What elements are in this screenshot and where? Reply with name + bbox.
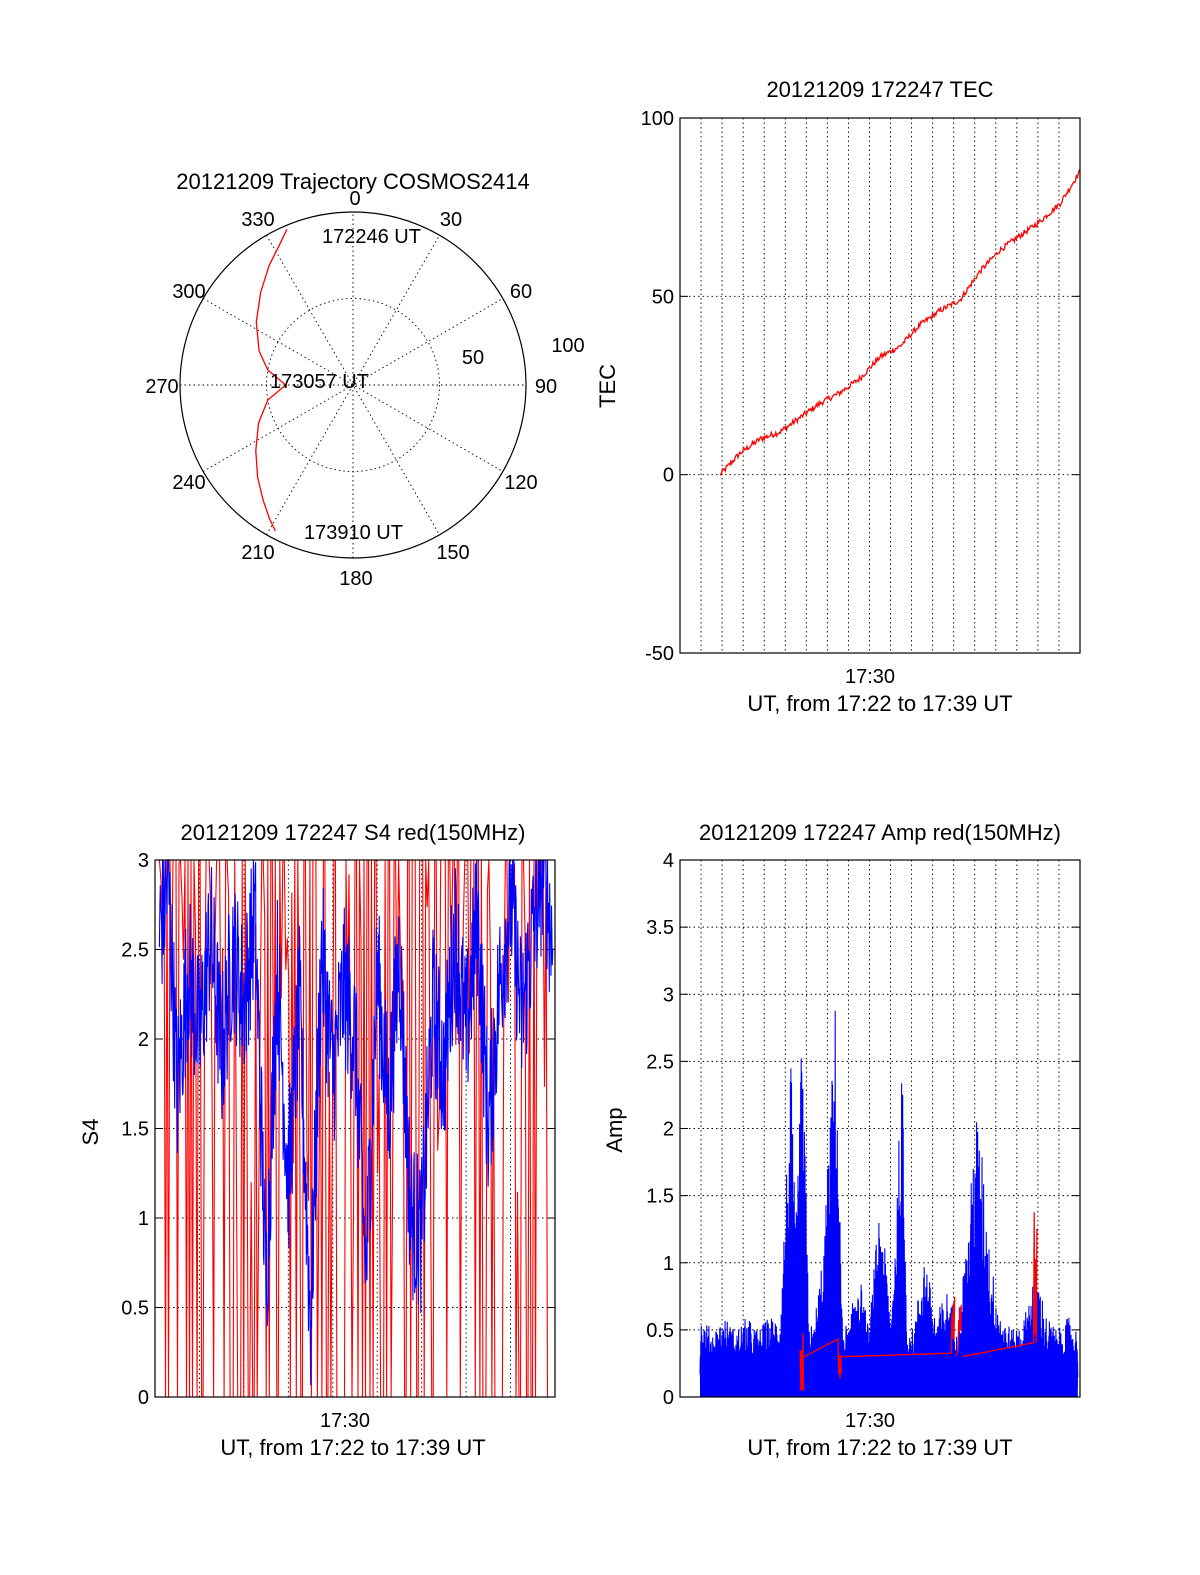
polar-angle-label-90: 90 xyxy=(535,376,557,398)
polar-angle-labels: 0 30 60 90 120 150 180 210 240 270 300 330 xyxy=(145,188,557,590)
y-tick-label: 3 xyxy=(663,984,674,1006)
polar-angle-label-240: 240 xyxy=(172,472,205,494)
amp-blue-series-line xyxy=(699,1010,1079,1397)
polar-grid xyxy=(179,211,527,559)
amp-axes-frame xyxy=(679,859,1081,1398)
polar-title: 20121209 Trajectory COSMOS2414 xyxy=(176,169,529,194)
amp-grid xyxy=(680,860,1080,1397)
polar-spoke xyxy=(202,298,504,472)
polar-angle-label-210: 210 xyxy=(241,542,274,564)
y-tick-label: 1 xyxy=(663,1253,674,1275)
y-tick-label: 0 xyxy=(663,465,674,487)
y-tick-label: 0.5 xyxy=(121,1298,149,1320)
y-tick-label: 3.5 xyxy=(646,917,674,939)
tec-series-line xyxy=(719,169,1081,477)
y-tick-label: -50 xyxy=(645,643,674,665)
y-tick-label: 1.5 xyxy=(646,1186,674,1208)
tec-axes-frame xyxy=(679,117,1081,654)
y-tick-label: 1 xyxy=(138,1208,149,1230)
polar-angle-label-330: 330 xyxy=(241,209,274,231)
polar-radial-label-50: 50 xyxy=(462,347,484,369)
y-tick-label: 2 xyxy=(663,1119,674,1141)
tec-xlabel: UT, from 17:22 to 17:39 UT xyxy=(747,691,1012,716)
polar-spoke xyxy=(202,298,504,472)
s4-blue-series-line xyxy=(158,858,554,1386)
s4-panel: 20121209 172247 S4 red(150MHz) 0 0.5 1 1.5 2… xyxy=(78,820,556,1460)
s4-y-ticks: 0 0.5 1 1.5 2 2.5 3 xyxy=(121,850,555,1409)
s4-ylabel: S4 xyxy=(78,1119,103,1146)
polar-angle-label-300: 300 xyxy=(172,281,205,303)
y-tick-label: 4 xyxy=(663,850,674,872)
polar-spoke xyxy=(266,234,440,536)
s4-axes-frame xyxy=(154,859,556,1398)
polar-angle-label-180: 180 xyxy=(339,568,372,590)
polar-angle-label-270: 270 xyxy=(145,376,178,398)
tec-grid xyxy=(680,118,1080,653)
y-tick-label: 50 xyxy=(652,286,674,308)
amp-title: 20121209 172247 Amp red(150MHz) xyxy=(699,820,1061,845)
s4-xtick-1730: 17:30 xyxy=(320,1410,370,1432)
trajectory-start-label: 172246 UT xyxy=(322,226,421,248)
polar-spoke xyxy=(266,234,440,536)
amp-ylabel: Amp xyxy=(602,1107,627,1152)
tec-y-ticks: -50 0 50 100 xyxy=(641,108,1080,665)
y-tick-label: 2.5 xyxy=(646,1051,674,1073)
amp-panel: 20121209 172247 Amp red(150MHz) 0 0.5 1 1.5… xyxy=(602,820,1081,1460)
y-tick-label: 0 xyxy=(138,1387,149,1409)
s4-xlabel: UT, from 17:22 to 17:39 UT xyxy=(220,1435,485,1460)
amp-red-series-line xyxy=(799,1212,1038,1392)
polar-angle-label-150: 150 xyxy=(436,542,469,564)
y-tick-label: 3 xyxy=(138,850,149,872)
polar-angle-label-0: 0 xyxy=(349,188,360,210)
polar-angle-label-60: 60 xyxy=(510,281,532,303)
polar-angle-label-30: 30 xyxy=(440,209,462,231)
y-tick-label: 0 xyxy=(663,1387,674,1409)
trajectory-mid-label: 173057 UT xyxy=(270,371,369,393)
trajectory-line xyxy=(255,229,288,532)
polar-radial-label-100: 100 xyxy=(551,335,584,357)
trajectory-end-label: 173910 UT xyxy=(304,522,403,544)
s4-title: 20121209 172247 S4 red(150MHz) xyxy=(181,820,526,845)
tec-title: 20121209 172247 TEC xyxy=(766,77,993,102)
y-tick-label: 0.5 xyxy=(646,1320,674,1342)
amp-xlabel: UT, from 17:22 to 17:39 UT xyxy=(747,1435,1012,1460)
tec-xtick-1730: 17:30 xyxy=(845,666,895,688)
polar-panel: 20121209 Trajectory COSMOS2414 0 30 60 90 12… xyxy=(145,169,584,590)
y-tick-label: 2 xyxy=(138,1029,149,1051)
tec-ylabel: TEC xyxy=(595,364,620,408)
amp-y-ticks: 0 0.5 1 1.5 2 2.5 3 3.5 4 xyxy=(646,850,1080,1409)
y-tick-label: 100 xyxy=(641,108,674,130)
polar-angle-label-120: 120 xyxy=(504,472,537,494)
y-tick-label: 2.5 xyxy=(121,940,149,962)
amp-xtick-1730: 17:30 xyxy=(845,1410,895,1432)
y-tick-label: 1.5 xyxy=(121,1119,149,1141)
tec-panel: 20121209 172247 TEC -50 0 50 100 17:30 UT, … xyxy=(595,77,1081,716)
